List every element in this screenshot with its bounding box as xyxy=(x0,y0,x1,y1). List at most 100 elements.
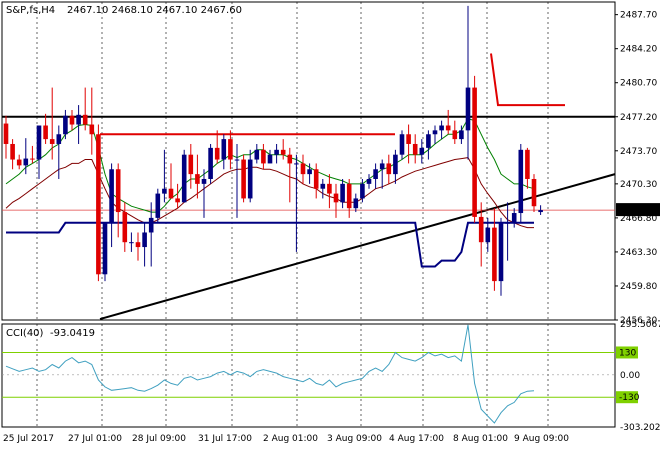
candle-bullish xyxy=(366,178,372,184)
candle-bearish xyxy=(122,212,128,243)
candle-bearish xyxy=(89,124,95,135)
candle-bullish xyxy=(181,154,187,203)
candle-bearish xyxy=(16,159,22,166)
candle-bearish xyxy=(472,87,477,217)
candle-bearish xyxy=(478,216,484,243)
candle-bullish xyxy=(294,163,299,165)
symbol-header: S&P,fs,H4 xyxy=(6,5,55,16)
candle-bullish xyxy=(360,183,365,199)
candle-bearish xyxy=(452,130,458,140)
candle-bullish xyxy=(129,242,134,244)
y-tick-label: 2484.20 xyxy=(620,45,657,55)
x-tick-label: 9 Aug 09:00 xyxy=(514,434,569,444)
candle-bullish xyxy=(498,222,504,282)
y-tick-label: 2473.70 xyxy=(620,147,657,157)
candle-bullish xyxy=(148,217,154,233)
candle-bullish xyxy=(267,154,273,164)
y-tick-label: 2470.30 xyxy=(620,180,657,190)
last-price-badge xyxy=(616,203,660,217)
candle-bearish xyxy=(49,139,55,144)
candle-bearish xyxy=(30,158,35,160)
candle-bullish xyxy=(76,114,81,125)
last-price-label: 2467.60 xyxy=(619,206,656,216)
candle-bullish xyxy=(465,87,471,131)
candle-bullish xyxy=(426,134,431,148)
main-pane-frame xyxy=(1,1,616,321)
candle-bullish xyxy=(56,134,62,144)
cci-value-label: -93.0419 xyxy=(50,328,95,339)
candle-bearish xyxy=(10,143,15,160)
candle-bearish xyxy=(175,198,180,203)
x-tick-label: 27 Jul 01:00 xyxy=(68,434,122,444)
cci-level-badge xyxy=(616,346,638,359)
candle-bearish xyxy=(214,147,220,160)
y-tick-label: 2456.30 xyxy=(620,316,657,326)
candle-bearish xyxy=(492,227,497,282)
candle-bearish xyxy=(115,169,121,213)
candle-bullish xyxy=(459,130,464,140)
candle-bearish xyxy=(135,242,141,248)
cci-line xyxy=(5,324,535,424)
candle-bullish xyxy=(432,130,438,135)
cci-level-label: -130 xyxy=(619,393,640,403)
x-tick-label: 31 Jul 17:00 xyxy=(198,434,252,444)
candle-bullish xyxy=(109,169,114,223)
y-tick-label: 2487.70 xyxy=(620,11,657,21)
candle-bearish xyxy=(241,159,246,199)
candle-bearish xyxy=(261,149,266,164)
candle-bearish xyxy=(346,183,352,209)
slow-ma-line xyxy=(5,157,534,229)
candle-bearish xyxy=(3,123,9,144)
candle-bullish xyxy=(379,163,385,170)
candle-bearish xyxy=(445,125,451,131)
candle-bullish xyxy=(221,139,227,160)
cci-level-badge xyxy=(616,391,638,404)
ohlc-header: 2467.10 2468.10 2467.10 2467.60 xyxy=(67,5,242,16)
candle-bullish xyxy=(36,125,42,160)
candle-bearish xyxy=(69,115,75,125)
candle-bullish xyxy=(511,213,517,223)
candle-bearish xyxy=(386,163,392,175)
candle-bullish xyxy=(320,183,326,189)
candle-bullish xyxy=(340,183,345,203)
candle-bullish xyxy=(102,222,108,275)
cci-tick-label: -303.2022 xyxy=(620,423,660,433)
candle-bearish xyxy=(300,163,306,175)
x-tick-label: 4 Aug 17:00 xyxy=(389,434,444,444)
step-stop-line xyxy=(6,221,534,268)
candle-bullish xyxy=(393,154,398,175)
candle-bullish xyxy=(505,222,510,224)
cci-level-label: 130 xyxy=(619,348,636,358)
candle-bullish xyxy=(419,147,425,155)
candle-bearish xyxy=(188,154,194,175)
candle-bullish xyxy=(439,125,444,131)
candle-bearish xyxy=(280,149,286,155)
cci-tick-label: 295.5067 xyxy=(620,320,660,330)
candle-bullish xyxy=(162,188,167,194)
resistance-level-upper xyxy=(490,53,565,107)
candle-bearish xyxy=(531,178,537,207)
candle-bearish xyxy=(228,139,233,160)
candle-bearish xyxy=(412,143,418,155)
rising-trendline xyxy=(99,173,616,320)
candle-bullish xyxy=(373,169,378,179)
candle-bearish xyxy=(525,149,530,179)
candle-bullish xyxy=(247,159,253,199)
y-tick-label: 2463.30 xyxy=(620,248,657,258)
candle-bearish xyxy=(195,174,200,184)
x-tick-label: 28 Jul 09:00 xyxy=(132,434,186,444)
candle-bearish xyxy=(406,134,411,144)
candle-bullish xyxy=(254,149,260,160)
candle-bullish xyxy=(201,178,207,184)
cci-tick-label: 0.00 xyxy=(620,371,640,381)
candle-bearish xyxy=(287,154,293,164)
cci-pane-frame xyxy=(1,323,616,428)
x-tick-label: 8 Aug 01:00 xyxy=(453,434,508,444)
candle-bearish xyxy=(96,134,101,275)
candle-bullish xyxy=(274,149,279,155)
candle-bullish xyxy=(63,115,68,135)
candle-bearish xyxy=(43,125,48,140)
candle-bullish xyxy=(399,134,405,155)
